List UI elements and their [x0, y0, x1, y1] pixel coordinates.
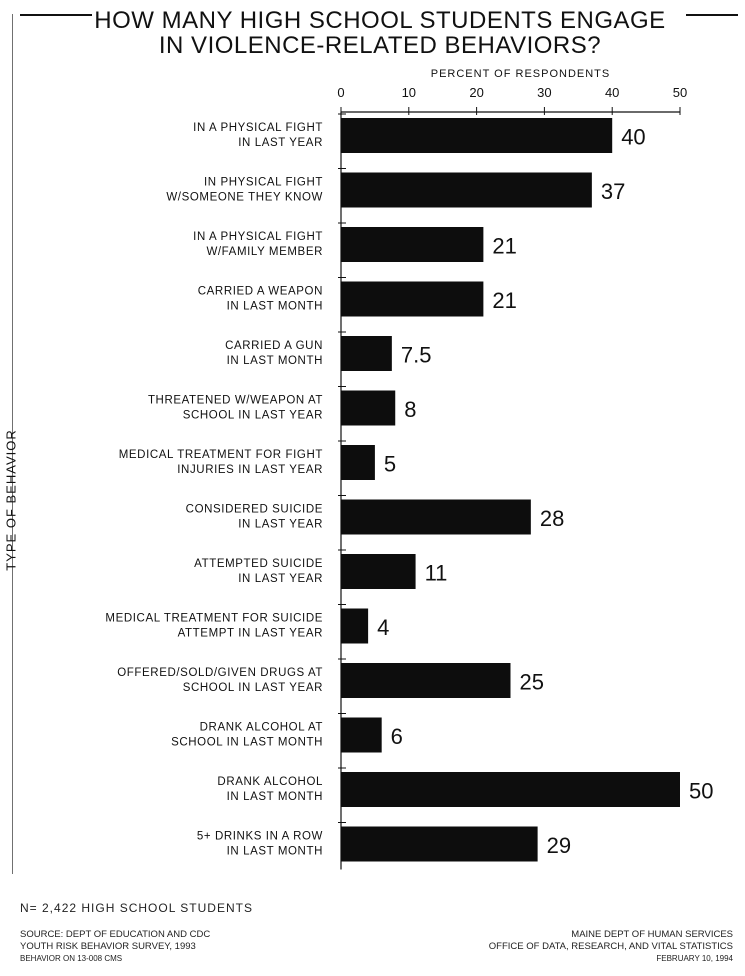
category-label: CONSIDERED SUICIDE [186, 504, 323, 516]
category-label: OFFERED/SOLD/GIVEN DRUGS AT [117, 667, 323, 679]
source-note: SOURCE: DEPT OF EDUCATION AND CDC YOUTH … [20, 929, 210, 965]
bar-value-label: 28 [540, 506, 564, 531]
bar-value-label: 4 [377, 615, 389, 640]
bar [341, 336, 392, 371]
x-tick-label: 0 [337, 85, 344, 100]
bar [341, 608, 369, 644]
bar-value-label: 8 [404, 397, 416, 422]
bar-value-label: 37 [601, 179, 625, 204]
category-label: IN LAST YEAR [238, 137, 323, 149]
bar-chart: PERCENT OF RESPONDENTS 0 10 20 30 40 50 40 IN A … [105, 68, 713, 870]
category-label: DRANK ALCOHOL [217, 776, 323, 788]
bar-value-label: 21 [492, 288, 516, 313]
bar-value-label: 6 [391, 724, 403, 749]
x-tick-label: 20 [469, 85, 483, 100]
bar-value-label: 40 [621, 125, 645, 150]
chart-title: HOW MANY HIGH SCHOOL STUDENTS ENGAGE IN … [80, 8, 680, 58]
chart-title-line-1: HOW MANY HIGH SCHOOL STUDENTS ENGAGE [94, 7, 666, 34]
left-border [12, 14, 13, 874]
bar-value-label: 11 [425, 561, 448, 586]
bar-value-label: 5 [384, 452, 396, 477]
category-label: IN LAST YEAR [238, 519, 323, 531]
agency-line: MAINE DEPT OF HUMAN SERVICES [571, 929, 733, 940]
category-label: CARRIED A WEAPON [198, 286, 323, 298]
top-rule-right [686, 14, 738, 16]
category-label: THREATENED W/WEAPON AT [148, 395, 323, 407]
category-label: CARRIED A GUN [225, 340, 323, 352]
bar [341, 826, 538, 862]
sample-size-note: N= 2,422 HIGH SCHOOL STUDENTS [20, 901, 253, 915]
category-label: 5+ DRINKS IN A ROW [197, 831, 323, 843]
category-label: MEDICAL TREATMENT FOR FIGHT [119, 449, 323, 461]
chart-title-line-2: IN VIOLENCE-RELATED BEHAVIORS? [158, 32, 602, 59]
bar-value-label: 21 [492, 234, 516, 259]
x-tick-label: 50 [673, 85, 687, 100]
category-label: W/FAMILY MEMBER [206, 246, 323, 258]
category-label: INJURIES IN LAST YEAR [177, 464, 323, 476]
y-axis-title: TYPE OF BEHAVIOR [3, 429, 19, 571]
bar [341, 445, 375, 480]
bar [341, 172, 592, 208]
category-label: IN LAST MONTH [227, 355, 323, 367]
bar-value-label: 7.5 [401, 343, 432, 368]
x-tick-label: 10 [402, 85, 416, 100]
category-label: IN PHYSICAL FIGHT [204, 177, 323, 189]
x-axis-title: PERCENT OF RESPONDENTS [431, 68, 611, 80]
category-label: IN LAST MONTH [227, 846, 323, 858]
bar [341, 281, 484, 317]
bar [341, 717, 382, 753]
category-label: SCHOOL IN LAST YEAR [183, 410, 323, 422]
bar [341, 772, 680, 807]
category-label: IN A PHYSICAL FIGHT [193, 122, 323, 134]
source-line: YOUTH RISK BEHAVIOR SURVEY, 1993 [20, 941, 196, 952]
x-tick-label: 30 [537, 85, 551, 100]
top-rule-left [20, 14, 92, 16]
bar [341, 554, 416, 589]
category-label: MEDICAL TREATMENT FOR SUICIDE [105, 613, 323, 625]
category-label: ATTEMPTED SUICIDE [194, 558, 323, 570]
category-label: IN LAST YEAR [238, 573, 323, 585]
bar [341, 227, 484, 262]
bar [341, 663, 511, 698]
agency-note: MAINE DEPT OF HUMAN SERVICES OFFICE OF D… [489, 929, 733, 965]
bar [341, 499, 531, 535]
category-label: DRANK ALCOHOL AT [200, 722, 323, 734]
agency-line: OFFICE OF DATA, RESEARCH, AND VITAL STAT… [488, 941, 733, 952]
category-label: IN A PHYSICAL FIGHT [193, 231, 323, 243]
x-tick-label: 40 [605, 85, 619, 100]
agency-line: FEBRUARY 10, 1994 [656, 954, 733, 963]
category-label: SCHOOL IN LAST MONTH [171, 737, 323, 749]
bar-value-label: 29 [547, 833, 571, 858]
category-label: W/SOMEONE THEY KNOW [166, 192, 323, 204]
source-line: BEHAVIOR ON 13-008 CMS [20, 954, 123, 963]
category-label: ATTEMPT IN LAST YEAR [178, 628, 323, 640]
category-label: IN LAST MONTH [227, 791, 323, 803]
bar [341, 390, 396, 426]
bar-value-label: 25 [520, 670, 544, 695]
category-label: IN LAST MONTH [227, 301, 323, 313]
bar [341, 118, 613, 153]
category-label: SCHOOL IN LAST YEAR [183, 682, 323, 694]
bar-value-label: 50 [689, 779, 713, 804]
source-line: SOURCE: DEPT OF EDUCATION AND CDC [20, 929, 211, 940]
